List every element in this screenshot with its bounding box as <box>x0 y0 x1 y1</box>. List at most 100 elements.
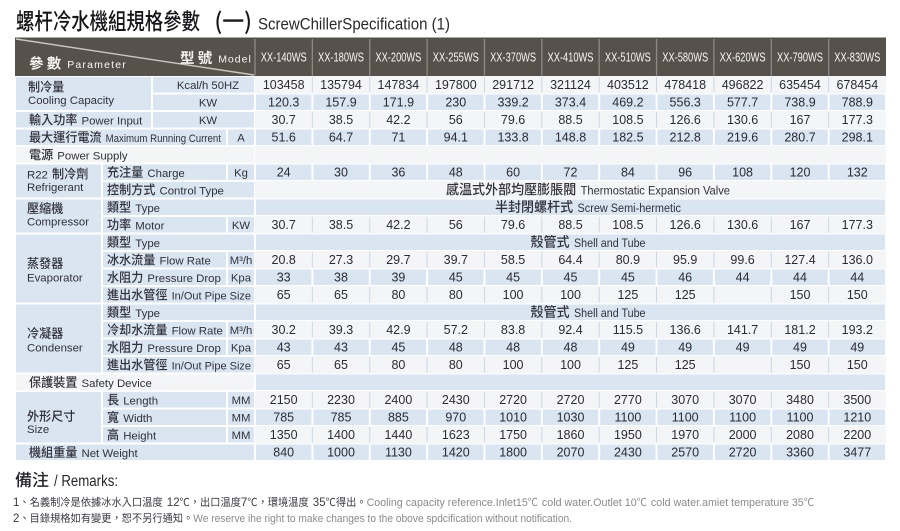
svg-text:Net Weight: Net Weight <box>82 448 139 460</box>
svg-text:1: 1 <box>13 497 19 509</box>
svg-text:115.5: 115.5 <box>613 323 643 337</box>
svg-text:148.8: 148.8 <box>555 131 586 145</box>
svg-text:1030: 1030 <box>557 411 585 425</box>
svg-text:157.9: 157.9 <box>325 96 356 110</box>
svg-text:133.8: 133.8 <box>497 131 528 145</box>
svg-text:94.1: 94.1 <box>444 131 468 145</box>
svg-text:127.4: 127.4 <box>784 253 815 267</box>
svg-text:80: 80 <box>391 288 405 302</box>
svg-text:635454: 635454 <box>779 78 821 92</box>
svg-text:339.2: 339.2 <box>497 96 528 110</box>
svg-text:130.6: 130.6 <box>727 113 758 127</box>
svg-text:44: 44 <box>793 271 807 285</box>
svg-text:49: 49 <box>621 341 635 355</box>
svg-text:XX-830WS: XX-830WS <box>834 49 880 64</box>
svg-text:2720: 2720 <box>499 393 527 407</box>
svg-text:49: 49 <box>736 341 750 355</box>
svg-text:136.6: 136.6 <box>670 323 701 337</box>
svg-text:65: 65 <box>277 358 291 372</box>
svg-text:373.4: 373.4 <box>555 96 586 110</box>
svg-text:Screw Semi-hermetic: Screw Semi-hermetic <box>578 201 681 215</box>
svg-text:1100: 1100 <box>729 411 756 425</box>
svg-text:KW: KW <box>199 98 218 110</box>
svg-text:45: 45 <box>506 271 520 285</box>
svg-text:64.7: 64.7 <box>329 131 353 145</box>
svg-text:2200: 2200 <box>843 428 871 442</box>
svg-text:Kg: Kg <box>234 168 248 180</box>
svg-text:150: 150 <box>847 288 868 302</box>
svg-text:Kpa: Kpa <box>231 273 252 285</box>
svg-text:65: 65 <box>277 288 291 302</box>
svg-text:3477: 3477 <box>843 446 871 460</box>
svg-text:7: 7 <box>241 497 247 509</box>
svg-text:Pressure Drop: Pressure Drop <box>147 343 220 355</box>
svg-text:44: 44 <box>736 271 750 285</box>
svg-text:120: 120 <box>790 166 811 180</box>
svg-text:96: 96 <box>678 166 692 180</box>
svg-text:48: 48 <box>449 166 463 180</box>
svg-text:125: 125 <box>617 288 638 302</box>
svg-text:95.9: 95.9 <box>673 253 697 267</box>
svg-text:Type: Type <box>135 308 160 320</box>
svg-text:2000: 2000 <box>729 428 757 442</box>
svg-text:1440: 1440 <box>384 428 412 442</box>
svg-text:XX-370WS: XX-370WS <box>490 49 536 64</box>
svg-text:785: 785 <box>331 411 352 425</box>
svg-text:39: 39 <box>391 271 405 285</box>
svg-text:Motor: Motor <box>135 220 164 232</box>
svg-text:83.8: 83.8 <box>501 323 525 337</box>
svg-text:42.2: 42.2 <box>386 218 410 232</box>
svg-text:30.7: 30.7 <box>272 113 296 127</box>
svg-text:167: 167 <box>790 218 811 232</box>
svg-text:30.2: 30.2 <box>272 323 296 337</box>
svg-text:167: 167 <box>790 113 811 127</box>
svg-text:In/Out Pipe Size: In/Out Pipe Size <box>172 360 251 372</box>
svg-text:71: 71 <box>391 131 405 145</box>
svg-text:280.7: 280.7 <box>784 131 815 145</box>
svg-text:88.5: 88.5 <box>558 218 582 232</box>
svg-text:44: 44 <box>850 271 864 285</box>
svg-text:126.6: 126.6 <box>670 113 701 127</box>
svg-text:Compressor: Compressor <box>27 217 89 229</box>
svg-text:12: 12 <box>167 497 180 509</box>
svg-text:79.6: 79.6 <box>501 218 525 232</box>
svg-text:XX-580WS: XX-580WS <box>662 49 708 64</box>
svg-text:Condenser: Condenser <box>27 343 83 355</box>
svg-text:3070: 3070 <box>671 393 699 407</box>
svg-text:1000: 1000 <box>327 446 355 460</box>
svg-text:100: 100 <box>503 288 524 302</box>
svg-text:136.0: 136.0 <box>842 253 873 267</box>
svg-text:48: 48 <box>564 341 578 355</box>
svg-text:1130: 1130 <box>385 446 412 460</box>
svg-text:2: 2 <box>13 513 19 525</box>
svg-text:45: 45 <box>621 271 635 285</box>
svg-text:XX-180WS: XX-180WS <box>318 49 364 64</box>
svg-text:27.3: 27.3 <box>329 253 353 267</box>
svg-text:51.6: 51.6 <box>272 131 296 145</box>
svg-text:Height: Height <box>123 430 157 442</box>
svg-text:135794: 135794 <box>320 78 362 92</box>
svg-text:2070: 2070 <box>557 446 585 460</box>
svg-text:785: 785 <box>273 411 294 425</box>
svg-text:88.5: 88.5 <box>558 113 582 127</box>
svg-text:48: 48 <box>506 341 520 355</box>
svg-text:35: 35 <box>313 497 326 509</box>
svg-text:120.3: 120.3 <box>268 96 299 110</box>
svg-text:298.1: 298.1 <box>842 131 873 145</box>
svg-text:147834: 147834 <box>378 78 420 92</box>
svg-text:XX-790WS: XX-790WS <box>777 49 823 64</box>
svg-text:1623: 1623 <box>442 428 470 442</box>
svg-text:80: 80 <box>449 288 463 302</box>
svg-text:130.6: 130.6 <box>727 218 758 232</box>
svg-text:99.6: 99.6 <box>730 253 754 267</box>
svg-text:Length: Length <box>123 395 158 407</box>
svg-text:885: 885 <box>388 411 409 425</box>
svg-text:182.5: 182.5 <box>612 131 643 145</box>
svg-text:80.9: 80.9 <box>616 253 640 267</box>
svg-text:1970: 1970 <box>671 428 699 442</box>
svg-text:3070: 3070 <box>729 393 757 407</box>
svg-text:ScrewChillerSpecification (1): ScrewChillerSpecification (1) <box>258 15 450 34</box>
svg-text:177.3: 177.3 <box>842 113 873 127</box>
svg-text:XX-620WS: XX-620WS <box>720 49 766 64</box>
svg-text:2570: 2570 <box>671 446 699 460</box>
